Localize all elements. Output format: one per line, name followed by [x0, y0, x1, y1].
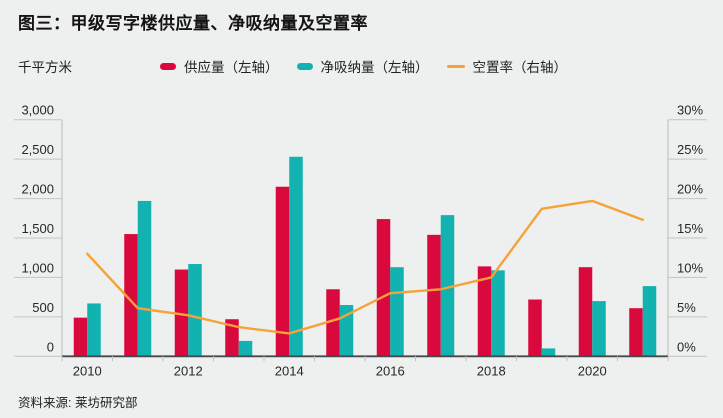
legend-label-supply: 供应量（左轴）: [184, 60, 279, 75]
left-axis-tick-label: 2,500: [21, 142, 54, 157]
bars-supply: [73, 186, 643, 357]
net-absorption-bar: [390, 267, 404, 357]
supply-bar: [73, 317, 88, 357]
supply-bar: [477, 266, 492, 357]
left-axis-tick-label: 2,000: [21, 182, 54, 197]
supply-bar: [174, 269, 189, 357]
net-absorption-bar-swatch-icon: [296, 62, 313, 70]
net-absorption-bar: [541, 348, 556, 357]
vacancy-line-path: [86, 199, 644, 335]
legend-item-vacancy: 空置率（右轴）: [446, 56, 568, 76]
net-absorption-bar: [592, 301, 606, 357]
net-absorption-bar: [440, 215, 455, 357]
net-absorption-bar: [137, 200, 152, 357]
source-note: 资料来源: 莱坊研究部: [18, 396, 138, 410]
legend-row: 千平方米 供应量（左轴） 净吸纳量（左轴） 空置率（右轴）: [18, 56, 713, 76]
supply-bar: [376, 219, 391, 357]
supply-bar: [578, 267, 593, 357]
x-axis: 2010 2012 2014 2016 2018 2020: [61, 355, 669, 378]
legend-label-vacancy: 空置率（右轴）: [472, 60, 568, 75]
legend-item-net-absorption: 净吸纳量（左轴）: [296, 56, 429, 76]
supply-bar: [326, 289, 340, 357]
supply-bar: [124, 234, 138, 357]
supply-bar: [275, 186, 290, 357]
right-axis-tick-label: 25%: [677, 142, 703, 157]
right-axis-tick-label: 15%: [677, 221, 703, 236]
x-axis-year-label: 2018: [477, 363, 506, 378]
net-absorption-bar: [87, 303, 101, 357]
right-axis-tick-label: 0%: [677, 339, 696, 354]
right-axis-tick-label: 20%: [677, 182, 703, 197]
x-axis-year-label: 2010: [73, 363, 102, 378]
x-axis-year-label: 2014: [275, 363, 304, 378]
right-axis: 0% 5% 10% 15% 20% 25% 30%: [667, 103, 707, 357]
x-axis-year-label: 2012: [174, 363, 203, 378]
supply-bar: [225, 319, 239, 357]
left-axis-tick-label: 3,000: [21, 103, 54, 118]
left-axis: 0 500 1,000 1,500 2,000 2,500 3,000: [14, 103, 63, 357]
left-axis-tick-label: 1,500: [21, 221, 54, 236]
net-absorption-bar: [491, 270, 505, 357]
supply-bar: [528, 299, 542, 357]
supply-bar: [427, 234, 441, 357]
x-axis-year-label: 2020: [578, 363, 607, 378]
bars-net-absorption: [87, 156, 657, 357]
net-absorption-bar: [238, 340, 253, 357]
legend-label-net-absorption: 净吸纳量（左轴）: [320, 60, 429, 75]
vacancy-line: [86, 199, 644, 335]
left-axis-tick-label: 0: [47, 339, 54, 354]
vacancy-line-swatch-icon: [446, 64, 465, 68]
net-absorption-bar: [289, 156, 303, 357]
left-axis-tick-label: 1,000: [21, 260, 54, 275]
net-absorption-bar: [188, 264, 202, 357]
right-axis-tick-label: 10%: [677, 260, 703, 275]
legend-item-supply: 供应量（左轴）: [160, 56, 279, 76]
legend: 供应量（左轴） 净吸纳量（左轴） 空置率（右轴）: [160, 56, 567, 76]
left-axis-tick-label: 500: [32, 300, 54, 315]
x-axis-year-label: 2016: [376, 363, 405, 378]
left-axis-unit-label: 千平方米: [18, 60, 72, 75]
chart-title: 图三：甲级写字楼供应量、净吸纳量及空置率: [18, 14, 368, 33]
right-axis-tick-label: 5%: [677, 300, 696, 315]
supply-bar-swatch-icon: [160, 62, 176, 70]
right-axis-tick-label: 30%: [677, 103, 703, 118]
net-absorption-bar: [642, 286, 657, 357]
supply-bar: [629, 308, 643, 357]
